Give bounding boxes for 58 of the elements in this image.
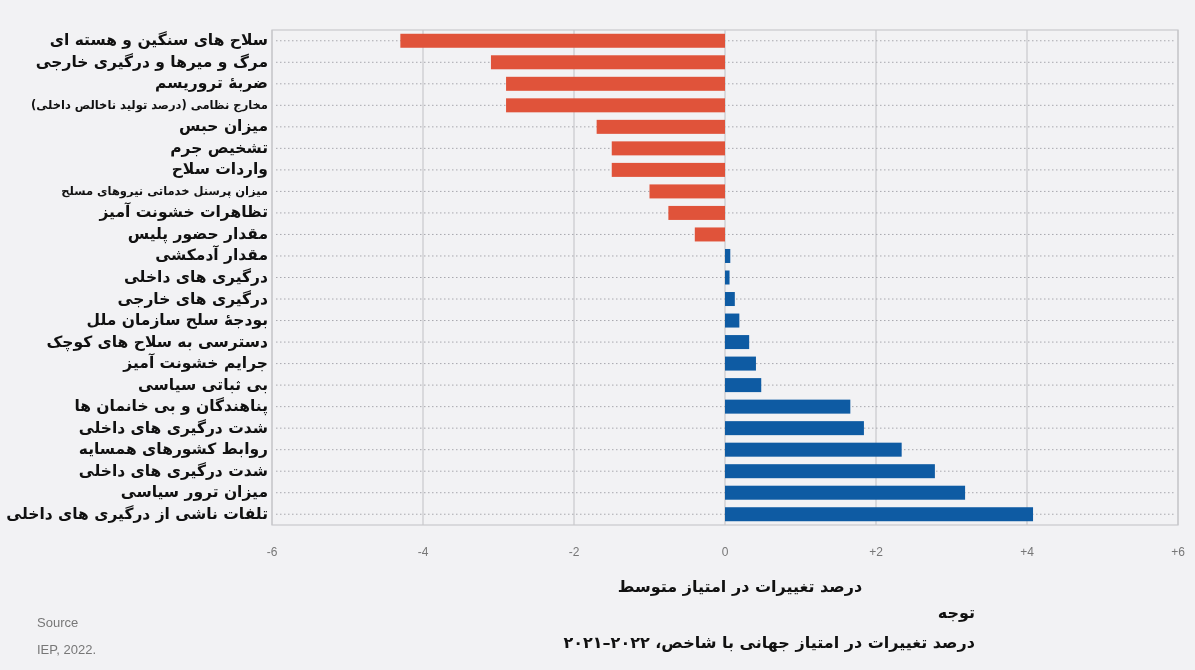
x-tick-label: -6 [266, 545, 278, 560]
y-tick-label: سلاح های سنگین و هسته ای [49, 30, 268, 50]
x-axis-title: درصد تغییرات در امتیاز متوسط [617, 576, 863, 596]
bar [725, 399, 851, 414]
y-tick-label: مرگ و میرها و درگیری خارجی [35, 51, 268, 71]
bar [725, 270, 730, 285]
x-tick-label: -4 [417, 545, 429, 560]
y-tick-label: واردات سلاح [171, 160, 268, 179]
x-tick-label: +4 [1020, 545, 1035, 560]
text: توجه [937, 602, 975, 622]
bar [725, 356, 756, 371]
bar [725, 507, 1034, 522]
y-tick-label: شدت درگیری های داخلی [78, 460, 268, 480]
bar [611, 162, 725, 177]
bar [725, 485, 966, 500]
x-tick-label: +6 [1171, 545, 1186, 560]
y-tick-label: جرایم خشونت آمیز [122, 353, 268, 373]
y-tick-label: تشخیص جرم [170, 138, 268, 157]
bar [725, 335, 750, 350]
y-tick-label: شدت درگیری های داخلی [78, 417, 268, 437]
bar [490, 55, 725, 70]
bar [400, 33, 725, 48]
bar [725, 464, 935, 479]
y-tick-label: بی ثباتی سیاسی [137, 375, 268, 394]
y-tick-label: روابط کشورهای همسایه [78, 440, 268, 459]
bar [694, 227, 725, 242]
bar [725, 442, 902, 457]
bar [611, 141, 725, 156]
bar [725, 313, 740, 328]
y-tick-label: درگیری های خارجی [117, 288, 269, 308]
bar [506, 76, 725, 91]
bar [725, 378, 762, 393]
bar [596, 119, 725, 134]
y-tick-label: تلفات ناشی از درگیری های داخلی [6, 503, 268, 523]
bar [649, 184, 725, 199]
bar [506, 98, 725, 113]
text: Source [37, 615, 79, 631]
y-tick-label: ضربهٔ تروریسم [154, 74, 268, 93]
x-tick-label: 0 [721, 545, 729, 560]
bar [725, 292, 735, 307]
y-tick-label: بودجهٔ سلح سازمان ملل [86, 311, 268, 330]
text: درصد تغییرات در امتیاز جهانی با شاخص، ۲۰۲۲–۲۰۲۱ [563, 632, 975, 652]
x-tick-label: -2 [568, 545, 580, 560]
x-tick-label: +2 [869, 545, 884, 560]
y-tick-label: مقدار آدمکشی [155, 245, 268, 265]
text: IEP, 2022. [37, 642, 97, 658]
y-tick-label: تظاهرات خشونت آمیز [98, 202, 268, 222]
y-tick-label: مقدار حضور پلیس [127, 224, 268, 244]
bar [725, 421, 864, 436]
y-tick-label: میزان پرسنل خدماتی نیروهای مسلح [61, 183, 268, 199]
y-tick-label: میزان ترور سیاسی [120, 483, 268, 502]
y-tick-label: دسترسی به سلاح های کوچک [46, 332, 269, 352]
y-tick-label: درگیری های داخلی [123, 267, 269, 286]
bar [725, 248, 731, 263]
y-tick-label: مخارج نظامی (درصد تولید ناخالص داخلی) [31, 97, 268, 113]
bar [668, 205, 725, 220]
y-tick-label: پناهندگان و بی خانمان ها [74, 396, 268, 417]
y-tick-label: میزان حبس [179, 117, 268, 136]
